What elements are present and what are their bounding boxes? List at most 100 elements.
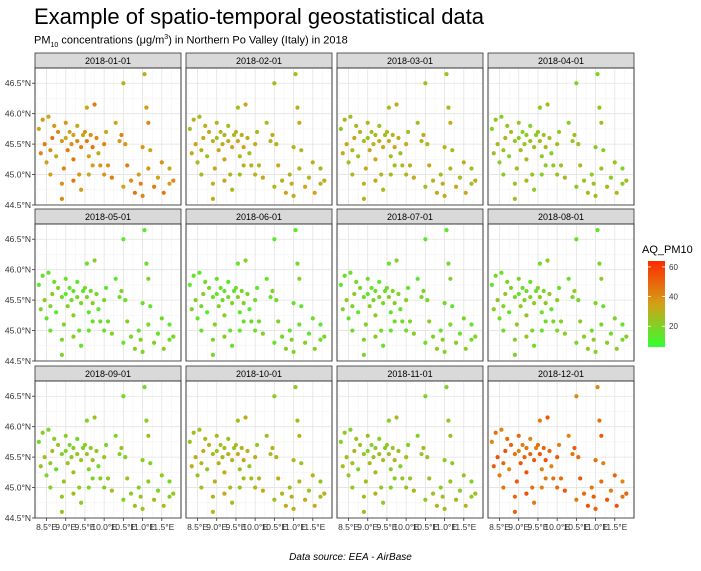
- station-point: [532, 458, 537, 463]
- station-point: [545, 258, 550, 263]
- station-point: [235, 451, 240, 457]
- station-point: [537, 138, 542, 144]
- station-point: [113, 276, 118, 281]
- station-point: [210, 196, 215, 202]
- station-point: [210, 294, 215, 300]
- station-point: [90, 319, 95, 324]
- station-point: [230, 145, 235, 150]
- station-point: [125, 476, 130, 481]
- station-point: [400, 319, 405, 324]
- station-point: [237, 172, 242, 177]
- station-point: [356, 154, 361, 159]
- station-point: [556, 285, 562, 291]
- station-point: [394, 258, 399, 263]
- station-point: [388, 467, 393, 472]
- station-point: [344, 298, 349, 303]
- station-point: [237, 485, 242, 490]
- station-point: [90, 476, 95, 481]
- station-point: [291, 349, 296, 354]
- facet-border: [34, 67, 182, 206]
- station-point: [40, 273, 45, 278]
- station-point: [415, 433, 420, 438]
- station-point: [79, 458, 84, 463]
- station-point: [279, 334, 285, 339]
- station-point: [214, 291, 219, 297]
- station-point: [446, 418, 451, 423]
- station-point: [117, 451, 122, 457]
- station-point: [411, 175, 416, 180]
- station-point: [121, 340, 126, 345]
- station-point: [54, 154, 59, 159]
- station-point: [528, 294, 533, 300]
- station-point: [392, 145, 397, 150]
- legend-tick-label: 60: [669, 263, 678, 272]
- station-point: [287, 328, 292, 333]
- station-point: [241, 163, 246, 168]
- station-point: [405, 442, 411, 448]
- x-tick-label: 9.5°E: [226, 522, 247, 532]
- x-tick-label: 10.5°E: [564, 522, 590, 532]
- station-point: [605, 497, 610, 502]
- station-point: [71, 445, 76, 451]
- station-point: [454, 184, 459, 189]
- station-point: [322, 178, 327, 183]
- station-point: [423, 497, 428, 502]
- station-point: [161, 190, 166, 195]
- station-point: [297, 433, 302, 438]
- station-point: [365, 448, 370, 454]
- station-point: [612, 160, 617, 165]
- station-point: [512, 294, 517, 300]
- station-point: [214, 433, 219, 438]
- station-point: [398, 464, 403, 469]
- station-point: [230, 458, 235, 463]
- station-point: [283, 190, 288, 195]
- facet-border: [487, 380, 635, 519]
- station-point: [396, 291, 401, 297]
- station-point: [463, 346, 468, 351]
- station-point: [283, 346, 288, 351]
- station-point: [591, 337, 596, 342]
- station-point: [549, 151, 554, 156]
- station-point: [423, 394, 428, 399]
- station-point: [440, 181, 445, 186]
- x-tick-label: 11.5°E: [602, 522, 627, 532]
- station-point: [516, 120, 521, 125]
- station-point: [119, 445, 124, 451]
- station-point: [92, 102, 97, 107]
- station-point: [121, 237, 126, 242]
- station-point: [193, 455, 198, 460]
- facet-panel: 2018-06-01: [185, 208, 333, 362]
- station-point: [386, 105, 391, 110]
- station-point: [442, 506, 447, 511]
- x-tick-label: 10.5°E: [111, 522, 137, 532]
- station-point: [148, 461, 153, 466]
- station-point: [620, 181, 625, 186]
- station-point: [226, 279, 231, 284]
- facet-border: [487, 67, 635, 206]
- facet-border: [185, 67, 333, 206]
- station-point: [65, 461, 70, 466]
- station-point: [570, 451, 575, 457]
- station-point: [528, 451, 533, 457]
- station-point: [507, 154, 512, 159]
- station-point: [55, 129, 61, 135]
- station-point: [226, 451, 231, 457]
- station-point: [96, 464, 101, 469]
- station-point: [230, 187, 235, 192]
- station-point: [405, 285, 411, 291]
- station-point: [394, 102, 399, 107]
- facet-strip-label: 2018-03-01: [387, 56, 433, 66]
- station-point: [382, 445, 388, 451]
- station-point: [501, 485, 506, 490]
- station-point: [512, 451, 517, 457]
- station-point: [555, 485, 560, 490]
- station-point: [549, 464, 554, 469]
- station-point: [562, 331, 567, 336]
- station-point: [539, 154, 544, 159]
- station-point: [556, 442, 562, 448]
- station-point: [574, 237, 579, 242]
- station-point: [438, 485, 443, 490]
- station-point: [117, 138, 122, 144]
- station-point: [80, 288, 86, 294]
- station-point: [52, 123, 57, 128]
